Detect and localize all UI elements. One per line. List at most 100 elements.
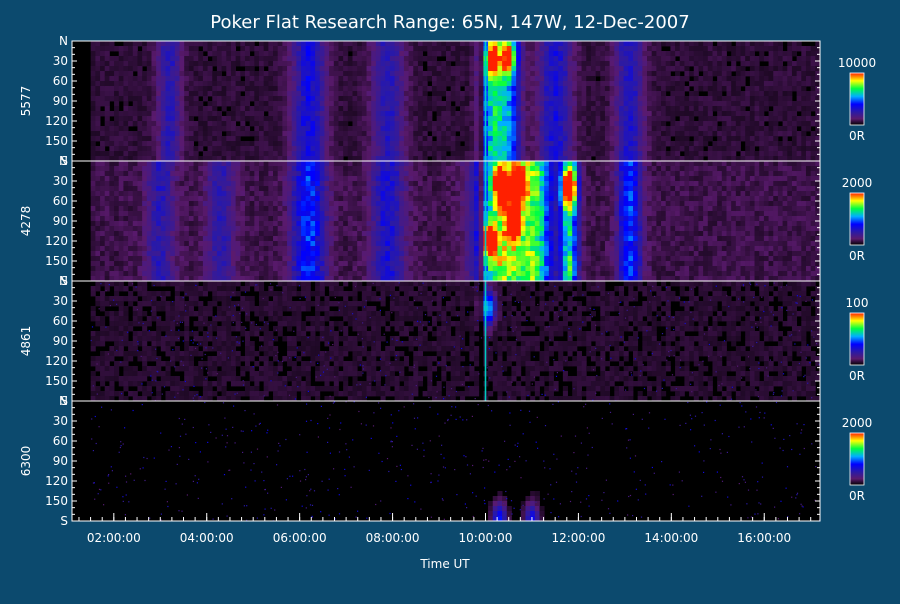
heatmap-cell	[764, 131, 769, 136]
heatmap-cell	[189, 81, 194, 86]
heatmap-cell	[806, 96, 811, 101]
heatmap-cell	[423, 86, 428, 91]
heatmap-cell	[418, 41, 423, 46]
heatmap-cell	[91, 71, 96, 76]
heatmap-cell	[151, 81, 156, 86]
heatmap-cell	[208, 146, 213, 151]
heatmap-cell	[264, 126, 269, 131]
heatmap-cell	[166, 61, 171, 66]
heatmap-cell	[268, 51, 273, 56]
heatmap-cell	[624, 76, 629, 81]
heatmap-cell	[292, 46, 297, 51]
heatmap-cell	[376, 111, 381, 116]
heatmap-cell	[619, 76, 624, 81]
heatmap-cell	[161, 46, 166, 51]
heatmap-cell	[95, 101, 100, 106]
heatmap-cell	[666, 86, 671, 91]
heatmap-cell	[156, 81, 161, 86]
heatmap-cell	[656, 41, 661, 46]
heatmap-cell	[208, 86, 213, 91]
heatmap-cell	[324, 141, 329, 146]
heatmap-cell	[151, 196, 156, 201]
heatmap-cell	[320, 176, 325, 181]
heatmap-cell	[128, 231, 133, 236]
heatmap-cell	[465, 151, 470, 156]
heatmap-cell	[282, 266, 287, 271]
heatmap-cell	[189, 131, 194, 136]
heatmap-cell	[320, 261, 325, 266]
heatmap-cell	[119, 91, 124, 96]
heatmap-cell	[348, 161, 353, 166]
heatmap-cell	[684, 46, 689, 51]
heatmap-cell	[180, 51, 185, 56]
heatmap-cell	[666, 41, 671, 46]
heatmap-cell	[628, 116, 633, 121]
heatmap-cell	[469, 96, 474, 101]
heatmap-cell	[493, 106, 498, 111]
heatmap-cell	[582, 56, 587, 61]
heatmap-cell	[109, 236, 114, 241]
heatmap-cell	[605, 51, 610, 56]
heatmap-cell	[362, 106, 367, 111]
heatmap-cell	[166, 136, 171, 141]
heatmap-cell	[455, 121, 460, 126]
heatmap-cell	[156, 131, 161, 136]
heatmap-cell	[324, 136, 329, 141]
heatmap-cell	[783, 66, 788, 71]
heatmap-cell	[226, 81, 231, 86]
heatmap-cell	[175, 171, 180, 176]
heatmap-cell	[343, 241, 348, 246]
heatmap-cell	[371, 46, 376, 51]
heatmap-cell	[497, 136, 502, 141]
heatmap-cell	[156, 96, 161, 101]
heatmap-cell	[282, 76, 287, 81]
heatmap-cell	[226, 101, 231, 106]
heatmap-cell	[661, 76, 666, 81]
heatmap-cell	[119, 151, 124, 156]
heatmap-cell	[409, 121, 414, 126]
heatmap-cell	[282, 211, 287, 216]
heatmap-cell	[208, 251, 213, 256]
heatmap-cell	[151, 191, 156, 196]
heatmap-cell	[170, 136, 175, 141]
heatmap-cell	[226, 171, 231, 176]
heatmap-cell	[142, 201, 147, 206]
heatmap-cell	[180, 41, 185, 46]
heatmap-cell	[647, 51, 652, 56]
heatmap-cell	[544, 61, 549, 66]
heatmap-cell	[268, 91, 273, 96]
heatmap-cell	[240, 81, 245, 86]
heatmap-cell	[769, 61, 774, 66]
heatmap-cell	[783, 56, 788, 61]
heatmap-cell	[521, 106, 526, 111]
heatmap-cell	[666, 126, 671, 131]
heatmap-cell	[736, 66, 741, 71]
heatmap-cell	[254, 236, 259, 241]
heatmap-cell	[133, 101, 138, 106]
heatmap-cell	[137, 71, 142, 76]
heatmap-cell	[222, 141, 227, 146]
heatmap-cell	[469, 141, 474, 146]
heatmap-cell	[488, 51, 493, 56]
heatmap-cell	[264, 246, 269, 251]
heatmap-cell	[189, 86, 194, 91]
heatmap-cell	[811, 51, 816, 56]
heatmap-cell	[769, 41, 774, 46]
heatmap-cell	[189, 246, 194, 251]
heatmap-cell	[689, 71, 694, 76]
heatmap-cell	[156, 206, 161, 211]
colorbar-min-label: 0R	[849, 129, 865, 143]
heatmap-cell	[310, 106, 315, 111]
heatmap-cell	[628, 86, 633, 91]
heatmap-cell	[156, 161, 161, 166]
heatmap-cell	[95, 271, 100, 276]
heatmap-cell	[633, 86, 638, 91]
heatmap-cell	[717, 136, 722, 141]
heatmap-cell	[362, 86, 367, 91]
heatmap-cell	[128, 76, 133, 81]
heatmap-cell	[100, 196, 105, 201]
heatmap-cell	[582, 86, 587, 91]
heatmap-cell	[306, 166, 311, 171]
heatmap-cell	[334, 151, 339, 156]
heatmap-cell	[184, 96, 189, 101]
